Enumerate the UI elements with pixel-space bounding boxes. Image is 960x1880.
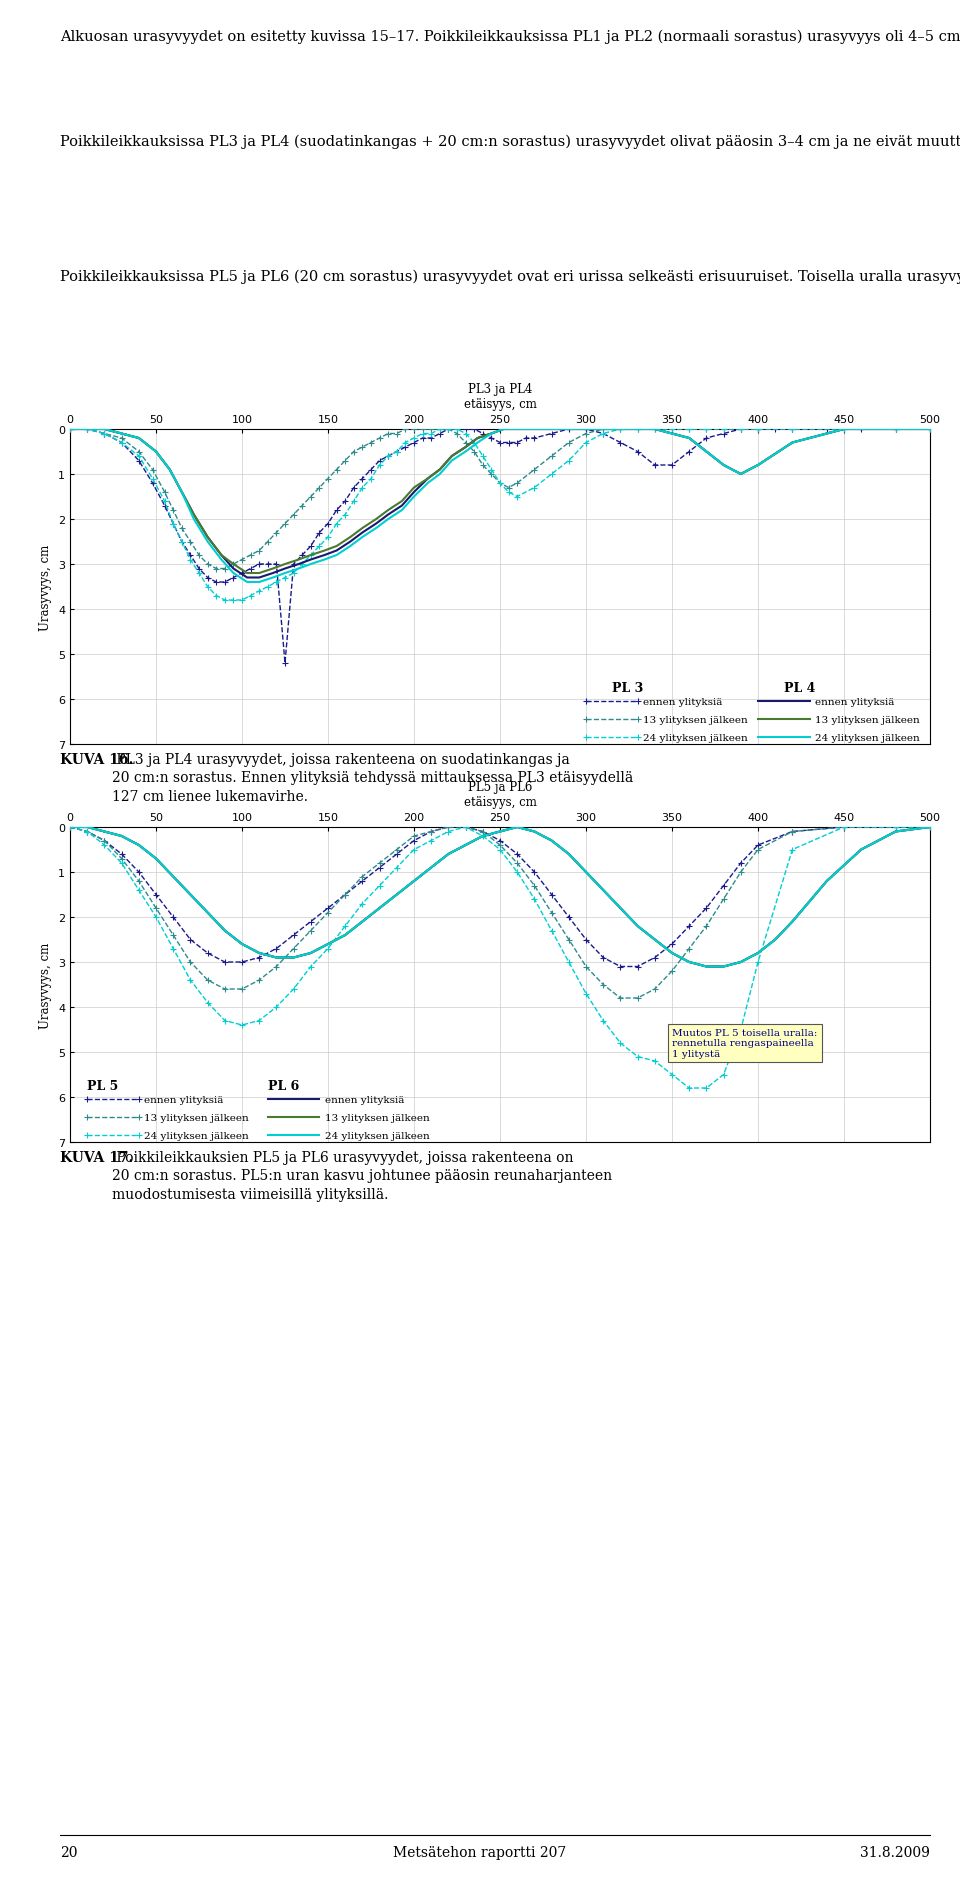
Text: ennen ylityksiä: ennen ylityksiä xyxy=(324,1096,404,1104)
Text: 13 ylityksen jälkeen: 13 ylityksen jälkeen xyxy=(643,716,748,724)
Text: Poikkileikkauksissa PL3 ja PL4 (suodatinkangas + 20 cm:n sorastus) urasyvyydet o: Poikkileikkauksissa PL3 ja PL4 (suodatin… xyxy=(60,135,960,149)
Text: Alkuosan urasyvyydet on esitetty kuvissa 15–17. Poikkileikkauksissa PL1 ja PL2 (: Alkuosan urasyvyydet on esitetty kuvissa… xyxy=(60,30,960,45)
Text: 24 ylityksen jälkeen: 24 ylityksen jälkeen xyxy=(144,1132,249,1139)
Text: PL 4: PL 4 xyxy=(783,682,815,694)
Text: Muutos PL 5 toisella uralla:
rennetulla rengaspaineella
1 ylitystä: Muutos PL 5 toisella uralla: rennetulla … xyxy=(672,1028,817,1058)
Title: PL5 ja PL6
etäisyys, cm: PL5 ja PL6 etäisyys, cm xyxy=(464,780,537,808)
Text: 13 ylityksen jälkeen: 13 ylityksen jälkeen xyxy=(815,716,920,724)
Text: ennen ylityksiä: ennen ylityksiä xyxy=(815,697,894,707)
Text: PL 6: PL 6 xyxy=(268,1079,300,1092)
Y-axis label: Urasyvyys, cm: Urasyvyys, cm xyxy=(39,942,53,1028)
Text: 24 ylityksen jälkeen: 24 ylityksen jälkeen xyxy=(815,733,920,743)
Text: ennen ylityksiä: ennen ylityksiä xyxy=(144,1096,224,1104)
Text: PL3 ja PL4 urasyvyydet, joissa rakenteena on suodatinkangas ja
20 cm:n sorastus.: PL3 ja PL4 urasyvyydet, joissa rakenteen… xyxy=(112,752,634,803)
Text: 13 ylityksen jälkeen: 13 ylityksen jälkeen xyxy=(324,1113,429,1122)
Y-axis label: Urasyvyys, cm: Urasyvyys, cm xyxy=(39,543,53,630)
Text: Poikkileikkauksien PL5 ja PL6 urasyvyydet, joissa rakenteena on
20 cm:n sorastus: Poikkileikkauksien PL5 ja PL6 urasyvyyde… xyxy=(112,1151,612,1201)
Text: Metsätehon raportti 207: Metsätehon raportti 207 xyxy=(394,1844,566,1859)
Text: KUVA 17.: KUVA 17. xyxy=(60,1151,133,1164)
Text: 31.8.2009: 31.8.2009 xyxy=(860,1844,930,1859)
Text: 24 ylityksen jälkeen: 24 ylityksen jälkeen xyxy=(324,1132,429,1139)
Text: ennen ylityksiä: ennen ylityksiä xyxy=(643,697,722,707)
Text: KUVA 16.: KUVA 16. xyxy=(60,752,133,767)
Title: PL3 ja PL4
etäisyys, cm: PL3 ja PL4 etäisyys, cm xyxy=(464,384,537,412)
Text: PL 3: PL 3 xyxy=(612,682,643,694)
Text: PL 5: PL 5 xyxy=(87,1079,118,1092)
Text: 20: 20 xyxy=(60,1844,78,1859)
Text: 24 ylityksen jälkeen: 24 ylityksen jälkeen xyxy=(643,733,748,743)
Text: 13 ylityksen jälkeen: 13 ylityksen jälkeen xyxy=(144,1113,249,1122)
Text: Poikkileikkauksissa PL5 ja PL6 (20 cm sorastus) urasyvyydet ovat eri urissa selk: Poikkileikkauksissa PL5 ja PL6 (20 cm so… xyxy=(60,271,960,284)
